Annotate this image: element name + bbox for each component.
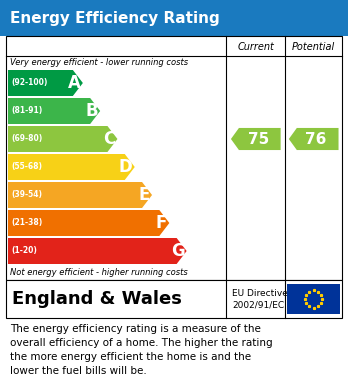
Polygon shape [8, 154, 135, 180]
Bar [6, 36, 342, 280]
Polygon shape [8, 126, 118, 152]
Polygon shape [8, 182, 152, 208]
Polygon shape [8, 98, 100, 124]
Text: 75: 75 [247, 131, 269, 147]
Text: E: E [139, 186, 150, 204]
Text: Not energy efficient - higher running costs: Not energy efficient - higher running co… [10, 268, 188, 277]
Text: 76: 76 [306, 131, 327, 147]
Polygon shape [231, 128, 280, 150]
Polygon shape [8, 238, 187, 264]
Polygon shape [289, 128, 339, 150]
Text: B: B [86, 102, 98, 120]
Text: D: D [119, 158, 133, 176]
Bar [6, 280, 342, 318]
Text: A: A [68, 74, 81, 92]
Text: (92-100): (92-100) [11, 79, 47, 88]
Bar [287, 284, 340, 314]
Text: G: G [171, 242, 185, 260]
Text: (1-20): (1-20) [11, 246, 37, 255]
Text: Very energy efficient - lower running costs: Very energy efficient - lower running co… [10, 58, 188, 67]
Text: The energy efficiency rating is a measure of the
overall efficiency of a home. T: The energy efficiency rating is a measur… [10, 324, 272, 376]
Text: (69-80): (69-80) [11, 135, 42, 143]
Polygon shape [8, 70, 83, 96]
Text: F: F [156, 214, 167, 232]
Text: (55-68): (55-68) [11, 163, 42, 172]
Text: EU Directive
2002/91/EC: EU Directive 2002/91/EC [232, 289, 288, 309]
Bar [0, 0, 348, 36]
Text: England & Wales: England & Wales [12, 290, 182, 308]
Text: (81-91): (81-91) [11, 106, 42, 115]
Text: (21-38): (21-38) [11, 219, 42, 228]
Text: C: C [103, 130, 116, 148]
Text: (39-54): (39-54) [11, 190, 42, 199]
Text: Potential: Potential [292, 42, 335, 52]
Polygon shape [8, 210, 169, 236]
Text: Energy Efficiency Rating: Energy Efficiency Rating [10, 11, 220, 25]
Text: Current: Current [237, 42, 274, 52]
